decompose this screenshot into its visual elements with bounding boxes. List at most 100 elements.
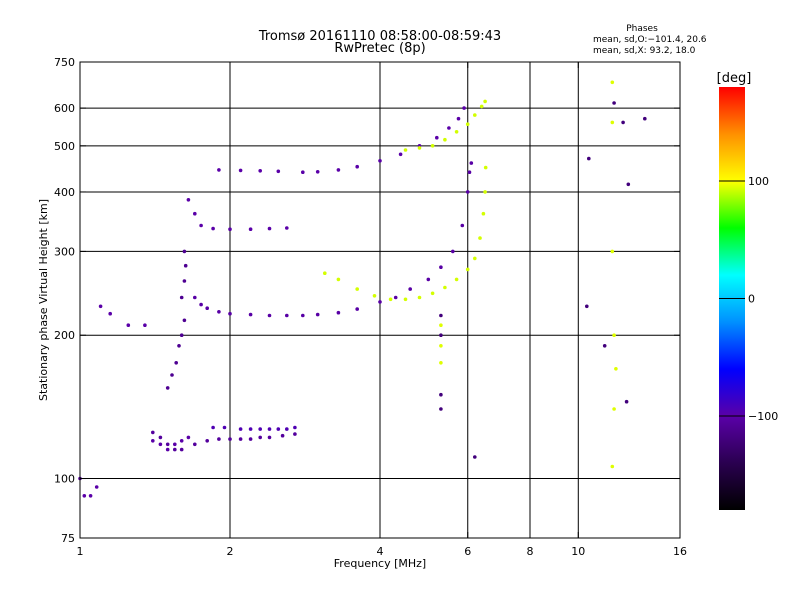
data-point <box>228 311 232 316</box>
data-point <box>293 425 297 430</box>
data-point <box>238 437 243 441</box>
data-point <box>267 226 272 231</box>
data-point <box>285 313 289 318</box>
colorbar-tick-label: 0 <box>748 293 755 306</box>
data-point <box>199 223 203 228</box>
stats-o-line: mean, sd,O:−101.4, 20.6 <box>593 35 707 45</box>
data-point <box>186 198 191 202</box>
data-point <box>483 165 488 170</box>
data-point <box>211 425 215 430</box>
data-point <box>193 211 197 216</box>
data-point <box>182 279 187 283</box>
data-point <box>439 392 443 397</box>
stats-heading: Phases <box>626 24 658 34</box>
data-point <box>293 432 297 436</box>
data-point <box>430 144 435 148</box>
data-point <box>151 439 155 443</box>
data-point <box>108 311 112 316</box>
data-point <box>435 135 439 140</box>
data-point <box>378 159 382 163</box>
data-point <box>301 170 305 174</box>
data-point <box>439 313 443 318</box>
x-tick-label: 4 <box>377 545 384 558</box>
data-point <box>193 442 197 447</box>
data-point <box>94 485 99 489</box>
data-point <box>610 249 615 254</box>
data-point <box>403 297 408 302</box>
data-point <box>478 236 482 240</box>
x-tick-label: 10 <box>571 545 585 558</box>
data-point <box>193 295 197 300</box>
data-point <box>460 223 465 228</box>
data-point <box>447 126 451 130</box>
data-point <box>323 271 327 276</box>
data-point <box>587 156 591 161</box>
data-point <box>403 148 408 152</box>
data-point <box>222 425 227 430</box>
data-point <box>248 312 253 317</box>
data-point <box>179 447 184 452</box>
stats-x-line: mean, sd,X: 93.2, 18.0 <box>593 46 696 56</box>
y-tick-label: 300 <box>54 245 75 258</box>
data-points <box>78 80 647 498</box>
y-tick-label: 100 <box>54 473 75 486</box>
data-point <box>610 120 615 125</box>
data-point <box>388 297 393 302</box>
data-point <box>393 295 398 300</box>
data-point <box>217 437 221 441</box>
data-point <box>483 99 487 104</box>
data-point <box>612 333 616 338</box>
data-point <box>258 435 263 440</box>
data-point <box>439 407 443 411</box>
y-axis-ticks: 75 100 200 300 400 500 600 750 <box>54 56 680 545</box>
data-point <box>267 435 272 440</box>
data-point <box>614 367 618 371</box>
data-point <box>626 182 631 187</box>
data-point <box>248 437 253 441</box>
data-point <box>481 211 486 216</box>
data-point <box>228 437 232 441</box>
data-point <box>315 312 320 317</box>
data-point <box>179 439 184 443</box>
data-point <box>621 120 625 125</box>
data-point <box>177 344 181 348</box>
data-point <box>430 291 435 296</box>
x-tick-label: 6 <box>464 545 471 558</box>
data-point <box>183 263 188 268</box>
data-point <box>217 168 221 172</box>
data-point <box>443 285 447 290</box>
y-tick-label: 600 <box>54 102 75 115</box>
x-tick-label: 8 <box>527 545 534 558</box>
x-tick-label: 1 <box>77 545 84 558</box>
data-point <box>158 435 163 440</box>
data-point <box>612 101 616 105</box>
data-point <box>151 430 155 435</box>
data-point <box>98 304 103 309</box>
data-point <box>610 464 615 469</box>
data-point <box>238 427 243 431</box>
data-point <box>285 226 289 230</box>
data-point <box>174 361 178 365</box>
data-point <box>258 427 263 431</box>
data-point <box>173 442 177 447</box>
data-point <box>426 277 431 282</box>
data-point <box>228 227 232 231</box>
data-point <box>182 318 187 323</box>
data-point <box>355 164 360 169</box>
data-point <box>165 386 170 390</box>
data-point <box>285 427 289 431</box>
data-point <box>238 168 243 173</box>
grid <box>80 62 680 538</box>
data-point <box>451 249 455 254</box>
data-point <box>336 168 341 172</box>
data-point <box>211 226 215 231</box>
data-point <box>372 294 377 298</box>
y-tick-label: 500 <box>54 140 75 153</box>
data-point <box>473 256 477 261</box>
x-tick-label: 16 <box>673 545 687 558</box>
data-point <box>454 277 459 282</box>
data-point <box>479 104 484 109</box>
data-point <box>248 227 253 231</box>
data-point <box>276 169 281 174</box>
